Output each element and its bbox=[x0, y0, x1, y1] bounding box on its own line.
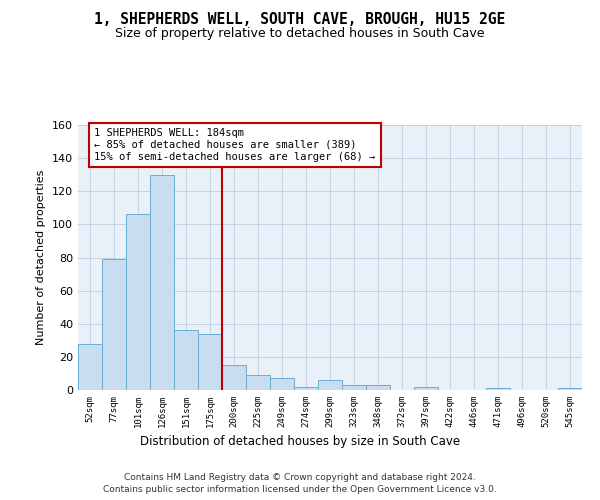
Bar bbox=[414, 386, 438, 390]
Bar bbox=[150, 174, 174, 390]
Text: Contains HM Land Registry data © Crown copyright and database right 2024.: Contains HM Land Registry data © Crown c… bbox=[124, 472, 476, 482]
Bar bbox=[102, 259, 126, 390]
Bar bbox=[198, 334, 222, 390]
Bar bbox=[366, 385, 390, 390]
Bar bbox=[174, 330, 198, 390]
Bar bbox=[294, 386, 318, 390]
Text: Contains public sector information licensed under the Open Government Licence v3: Contains public sector information licen… bbox=[103, 485, 497, 494]
Bar bbox=[558, 388, 582, 390]
Bar bbox=[78, 344, 102, 390]
Text: Size of property relative to detached houses in South Cave: Size of property relative to detached ho… bbox=[115, 28, 485, 40]
Bar bbox=[270, 378, 294, 390]
Bar bbox=[222, 365, 246, 390]
Text: Distribution of detached houses by size in South Cave: Distribution of detached houses by size … bbox=[140, 435, 460, 448]
Bar bbox=[318, 380, 342, 390]
Bar bbox=[342, 385, 366, 390]
Text: 1 SHEPHERDS WELL: 184sqm
← 85% of detached houses are smaller (389)
15% of semi-: 1 SHEPHERDS WELL: 184sqm ← 85% of detach… bbox=[94, 128, 376, 162]
Y-axis label: Number of detached properties: Number of detached properties bbox=[37, 170, 46, 345]
Bar bbox=[126, 214, 150, 390]
Text: 1, SHEPHERDS WELL, SOUTH CAVE, BROUGH, HU15 2GE: 1, SHEPHERDS WELL, SOUTH CAVE, BROUGH, H… bbox=[94, 12, 506, 28]
Bar bbox=[486, 388, 510, 390]
Bar bbox=[246, 375, 270, 390]
